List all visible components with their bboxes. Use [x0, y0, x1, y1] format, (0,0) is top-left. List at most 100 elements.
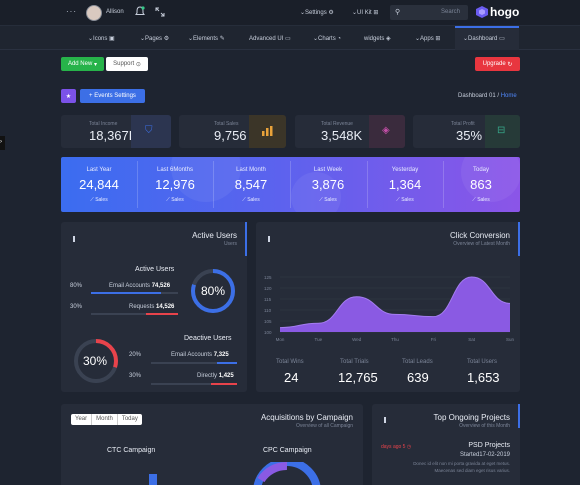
brand-name[interactable]: hogo: [490, 5, 520, 19]
search-icon: ⚲: [395, 9, 401, 16]
row-fill: [91, 292, 161, 294]
help-icon: ⊙: [135, 61, 141, 68]
total-label: Total Wins: [276, 359, 304, 365]
nav-pages[interactable]: ⌄Pages ⚙: [140, 36, 170, 42]
more-icon[interactable]: ···: [66, 7, 77, 16]
support-button[interactable]: Support ⊙: [106, 57, 148, 71]
user-name[interactable]: Allison: [106, 9, 124, 15]
nav-charts[interactable]: ⌄Charts ◔: [313, 36, 341, 42]
side-panel-toggle[interactable]: ›: [0, 136, 5, 150]
period-label: Last 6Months: [156, 167, 194, 173]
uikit-menu[interactable]: ⌄UI Kit ⊞: [352, 10, 379, 16]
uikit-label: UI Kit: [357, 10, 372, 16]
summary-card-profit: Total Profit 35% ⊟: [413, 115, 520, 148]
tab-year[interactable]: Year: [71, 414, 93, 425]
bell-icon[interactable]: [135, 6, 145, 17]
total-value: 12,765: [338, 370, 378, 385]
row-label: Email Accounts: [109, 283, 151, 289]
nav-widgets[interactable]: widgets ◈: [364, 35, 391, 42]
total-label: Total Leads: [402, 359, 433, 365]
tab-today[interactable]: Today: [121, 416, 138, 422]
period-last-6months: Last 6Months 12,976 ⟋ Sales: [137, 157, 213, 212]
support-label: Support: [113, 61, 135, 67]
period-value: 12,976: [155, 177, 195, 192]
nav-advanced-ui[interactable]: Advanced UI ▭: [249, 35, 291, 42]
inbox-icon: ⊟: [497, 125, 506, 136]
row-value: 74,526: [151, 283, 171, 289]
breadcrumb-separator: /: [497, 93, 500, 99]
card-title: Active Users: [192, 231, 237, 240]
nav-label: Charts: [318, 36, 336, 42]
x-tick-label: Fri: [431, 337, 436, 342]
x-tick-label: Tue: [315, 337, 323, 342]
nav-dashboard-label: ⌄Dashboard ▭: [463, 36, 505, 42]
nav-dashboard[interactable]: ⌄Dashboard ▭: [455, 26, 519, 50]
card-subtitle: Overview of all Campaign: [296, 423, 353, 429]
total-label: Total Users: [467, 359, 498, 365]
plus-icon: +: [89, 93, 93, 99]
top-bar: ··· Allison ⌄Settings ⚙ ⌄UI Kit ⊞ ⚲ Sear…: [0, 0, 580, 26]
expand-icon[interactable]: [155, 7, 165, 17]
period-sub: Sales: [477, 197, 490, 203]
summary-label: Total Profit: [451, 121, 475, 127]
x-tick-label: Wed: [352, 337, 362, 342]
row-fill: [211, 383, 237, 385]
events-settings-button[interactable]: + Events Settings: [80, 89, 145, 103]
brand-logo-icon: [476, 6, 488, 18]
period-last-week: Last Week 3,876 ⟋ Sales: [290, 157, 366, 212]
monitor-icon: ▭: [499, 36, 505, 42]
total-value: 1,653: [467, 370, 500, 385]
summary-label: Total Sales: [214, 121, 239, 127]
row-pct: 30%: [70, 304, 83, 310]
summary-icon-box: ⛉: [131, 115, 171, 148]
search-input[interactable]: Search: [441, 9, 461, 15]
search-box[interactable]: ⚲ Search: [390, 5, 468, 20]
settings-icon: ⚙: [163, 36, 170, 42]
row-label: Email Accounts: [171, 352, 213, 358]
row-fill: [146, 313, 178, 315]
add-new-button[interactable]: Add New ▾: [61, 57, 104, 71]
active-users-card: Active Users Users Active Users 80% Emai…: [61, 222, 247, 392]
nav-icons[interactable]: ⌄Icons ▣: [88, 36, 115, 42]
click-conversion-chart: 100 105 110 115 120 125 Mon Tue Wed Thu Fri Sat Sun: [264, 275, 514, 342]
click-conversion-card: Click Conversion Overview of Latest Mont…: [256, 222, 520, 392]
upgrade-button[interactable]: Upgrade ↻: [475, 57, 520, 71]
card-subtitle: Users: [223, 241, 237, 247]
y-tick-label: 115: [264, 297, 272, 302]
row-label: Requests: [129, 304, 155, 310]
period-value: 863: [470, 177, 492, 192]
row-track: [91, 313, 178, 315]
row-label: Directly: [197, 373, 218, 379]
trend-icon: ⟋: [319, 197, 323, 203]
period-label: Last Year: [86, 167, 112, 173]
area-series: [280, 277, 510, 332]
period-value: 24,844: [79, 177, 119, 192]
diamond-icon: ◈: [386, 36, 391, 42]
card-handle: [73, 236, 75, 242]
summary-icon-box: ⊟: [485, 115, 520, 148]
ctc-title: CTC Campaign: [107, 447, 156, 454]
nav-label: Icons: [93, 36, 108, 42]
nav-label: Dashboard: [468, 36, 498, 42]
y-tick-label: 100: [264, 330, 272, 335]
settings-menu[interactable]: ⌄Settings ⚙: [300, 10, 334, 16]
nav-apps[interactable]: ⌄Apps ⊞: [415, 36, 441, 42]
star-button[interactable]: ★: [61, 89, 76, 103]
trend-icon: ⟋: [166, 197, 170, 203]
y-tick-label: 125: [264, 275, 272, 280]
tab-month[interactable]: Month: [92, 414, 118, 425]
active-users-heading: Active Users: [135, 266, 175, 273]
campaign-card: Year Month Today Acquisitions by Campaig…: [61, 404, 363, 485]
x-tick-label: Mon: [276, 337, 285, 342]
row-value: 7,325: [213, 352, 229, 358]
project-days-text: days ago 5: [381, 444, 406, 450]
project-desc: Donec id elit non mi porta gravida at eg…: [413, 461, 510, 466]
clock-icon: ◷: [406, 444, 412, 450]
avatar[interactable]: [86, 5, 102, 21]
row-text: Requests 14,526: [129, 304, 174, 310]
row-pct: 80%: [70, 283, 83, 289]
nav-elements[interactable]: ⌄Elements ✎: [188, 36, 225, 42]
project-name[interactable]: PSD Projects: [468, 442, 510, 449]
breadcrumb-home[interactable]: Home: [500, 93, 517, 99]
period-sub: Sales: [401, 197, 414, 203]
